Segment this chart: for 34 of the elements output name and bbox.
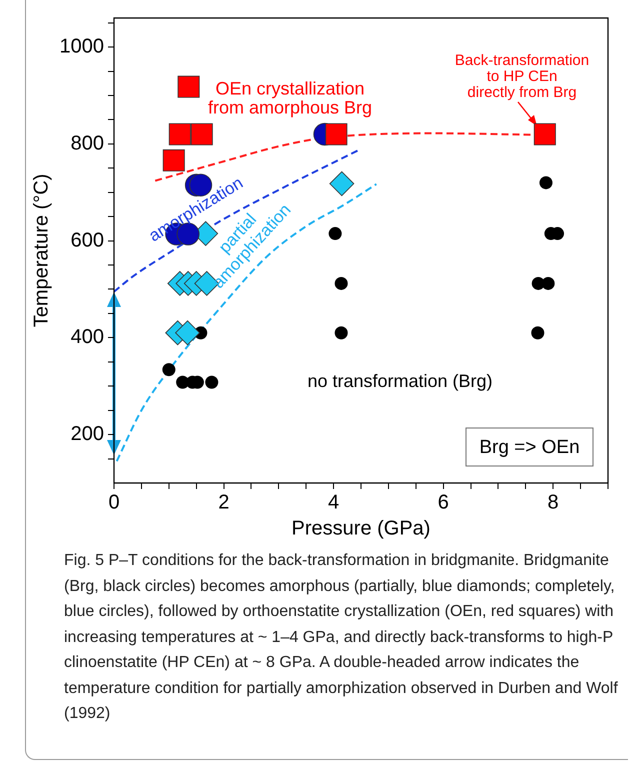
point bbox=[168, 123, 191, 146]
line-series bbox=[114, 148, 360, 293]
annotation: Back-transformation to HP CEn directly from Brg bbox=[454, 52, 590, 102]
y-tick-label: 200 bbox=[70, 423, 104, 446]
annotation: OEn crystallization from amorphous Brg bbox=[208, 78, 372, 118]
point bbox=[539, 176, 552, 190]
x-tick-label: 6 bbox=[438, 492, 449, 514]
point bbox=[542, 276, 555, 290]
point bbox=[325, 123, 348, 146]
point bbox=[190, 123, 213, 146]
x-axis-title: Pressure (GPa) bbox=[292, 518, 430, 540]
x-tick-label: 4 bbox=[328, 492, 340, 514]
point bbox=[531, 326, 544, 340]
y-tick-label: 400 bbox=[70, 326, 104, 348]
y-tick-label: 800 bbox=[70, 132, 104, 154]
x-tick-label: 0 bbox=[108, 492, 120, 514]
y-tick-label: 1000 bbox=[60, 36, 104, 58]
point bbox=[329, 171, 354, 196]
caption: Fig. 5 P–T conditions for the back-transformation in bridgmanite. Bridgmanite (Brg, black circles) becomes amorphous (partially, blue diamonds; completely, blue circles), followed by orthoenstatite crystallization (OEn, red squares) with increasing temperatures at ~ 1–4 GPa, and directly back-transforms to high-P clinoenstatite (HP CEn) at ~ 8 GPa. A double-headed arrow indicates the temperature condition for partially amorphization observed in Durben and Wolf (1992) bbox=[64, 551, 619, 724]
point bbox=[162, 363, 176, 376]
point bbox=[162, 149, 185, 172]
point bbox=[334, 276, 348, 290]
annotation: Brg => OEn bbox=[479, 437, 580, 458]
point bbox=[328, 227, 342, 240]
annotation: no transformation (Brg) bbox=[307, 370, 493, 391]
point bbox=[334, 326, 348, 340]
point bbox=[205, 376, 218, 389]
x-tick-label: 2 bbox=[218, 492, 230, 514]
y-tick-label: 600 bbox=[70, 229, 104, 252]
y-axis-title: Temperature (°C) bbox=[30, 174, 53, 328]
point bbox=[178, 76, 200, 98]
x-tick-label: 8 bbox=[548, 492, 559, 514]
point bbox=[175, 320, 200, 346]
point bbox=[534, 123, 556, 146]
